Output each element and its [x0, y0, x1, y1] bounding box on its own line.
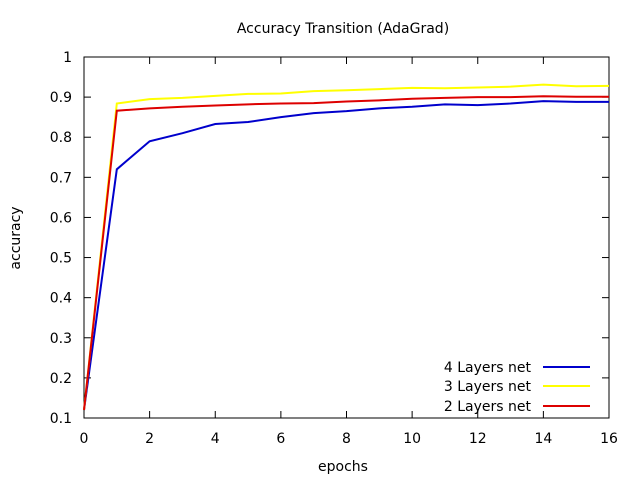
x-axis: 0 2 4 6 8 10 12 14 16 [80, 57, 618, 447]
x-tick-label: 10 [403, 431, 421, 447]
y-tick-label: 0.2 [50, 371, 72, 387]
y-tick-label: 0.7 [50, 170, 72, 186]
x-tick-label: 2 [145, 431, 154, 447]
x-tick-label: 14 [534, 431, 552, 447]
y-tick-label: 0.3 [50, 331, 72, 347]
x-tick-label: 0 [80, 431, 89, 447]
series-line-4-layers-net [83, 100, 609, 411]
y-tick-label: 0.8 [50, 130, 72, 146]
x-tick-label: 6 [276, 431, 285, 447]
x-axis-label: epochs [318, 459, 368, 475]
series-line-2-layers-net [83, 95, 609, 411]
legend-label-3-layers-net: 3 Layers net [444, 379, 532, 395]
y-tick-label: 0.1 [50, 411, 72, 427]
legend: 4 Layers net 3 Layers net 2 Layers net [444, 360, 590, 415]
legend-label-2-layers-net: 2 Layers net [444, 399, 532, 415]
x-tick-label: 12 [469, 431, 487, 447]
y-tick-label: 0.4 [50, 291, 72, 307]
y-tick-label: 1 [63, 50, 72, 66]
y-axis-label: accuracy [8, 206, 24, 269]
y-tick-label: 0.6 [50, 210, 72, 226]
chart-title: Accuracy Transition (AdaGrad) [237, 21, 449, 37]
x-tick-label: 16 [600, 431, 618, 447]
y-tick-label: 0.9 [50, 90, 72, 106]
x-tick-label: 8 [342, 431, 351, 447]
y-tick-label: 0.5 [50, 251, 72, 267]
legend-label-4-layers-net: 4 Layers net [444, 360, 532, 376]
series-line-3-layers-net [83, 83, 610, 411]
y-axis: 0.1 0.2 0.3 0.4 0.5 0.6 0.7 0.8 0.9 1 [50, 50, 609, 427]
series-lines [83, 83, 610, 411]
x-tick-label: 4 [211, 431, 220, 447]
